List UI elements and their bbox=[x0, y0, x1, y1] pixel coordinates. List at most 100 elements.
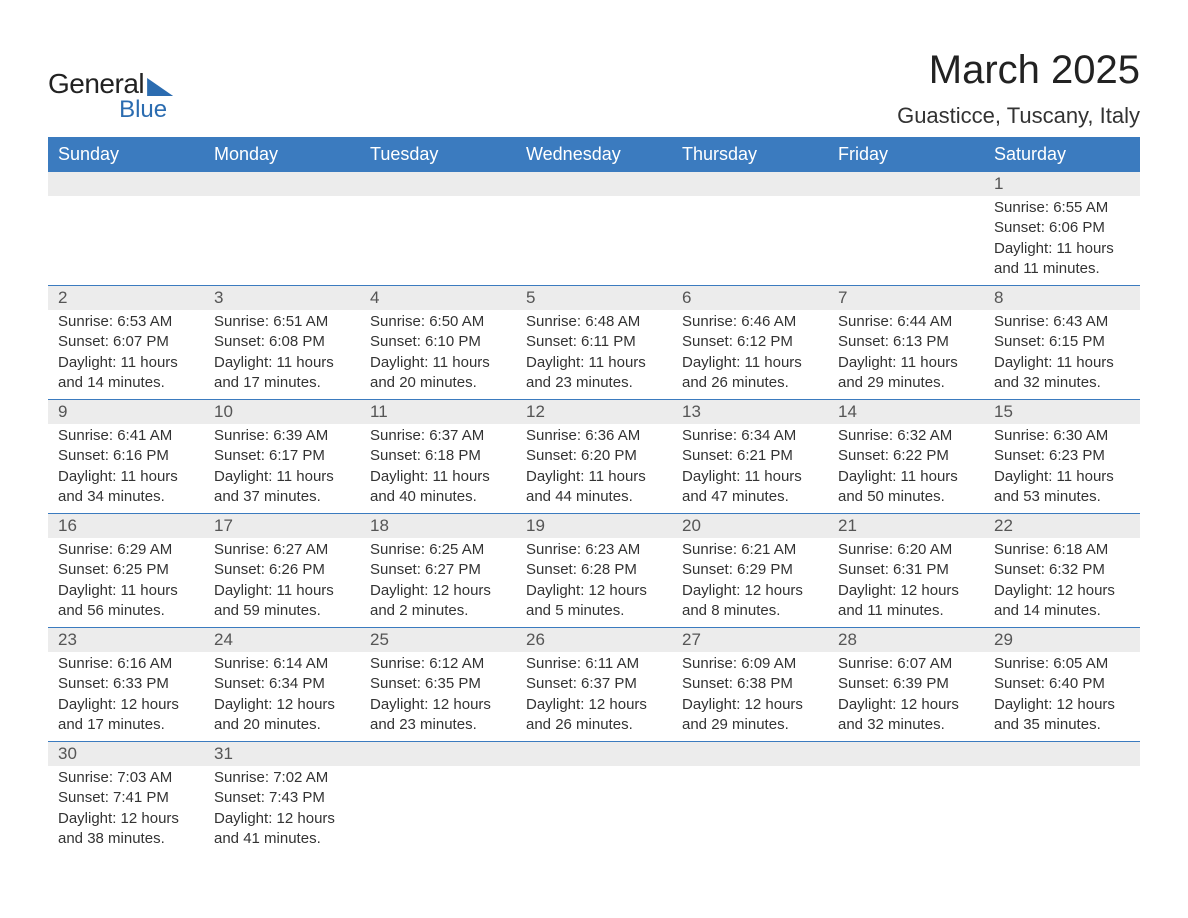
calendar-cell: Sunrise: 6:51 AMSunset: 6:08 PMDaylight:… bbox=[204, 310, 360, 399]
calendar-cell: Sunrise: 6:23 AMSunset: 6:28 PMDaylight:… bbox=[516, 538, 672, 627]
sunrise-text: Sunrise: 6:07 AM bbox=[838, 654, 974, 674]
cell-body: Sunrise: 6:51 AMSunset: 6:08 PMDaylight:… bbox=[204, 310, 360, 399]
daylight2-text: and 35 minutes. bbox=[994, 715, 1130, 735]
calendar-cell: Sunrise: 6:37 AMSunset: 6:18 PMDaylight:… bbox=[360, 424, 516, 513]
daylight2-text: and 23 minutes. bbox=[526, 373, 662, 393]
daylight1-text: Daylight: 11 hours bbox=[58, 581, 194, 601]
cell-body: Sunrise: 6:11 AMSunset: 6:37 PMDaylight:… bbox=[516, 652, 672, 741]
sunset-text: Sunset: 6:08 PM bbox=[214, 332, 350, 352]
calendar-cell: Sunrise: 6:20 AMSunset: 6:31 PMDaylight:… bbox=[828, 538, 984, 627]
sunset-text: Sunset: 6:35 PM bbox=[370, 674, 506, 694]
day-number: 22 bbox=[984, 514, 1140, 538]
sunset-text: Sunset: 7:41 PM bbox=[58, 788, 194, 808]
day-number: 4 bbox=[360, 286, 516, 310]
day-number: 3 bbox=[204, 286, 360, 310]
sunrise-text: Sunrise: 6:53 AM bbox=[58, 312, 194, 332]
daylight2-text: and 56 minutes. bbox=[58, 601, 194, 621]
daylight1-text: Daylight: 11 hours bbox=[214, 467, 350, 487]
daylight1-text: Daylight: 11 hours bbox=[214, 581, 350, 601]
calendar-cell: Sunrise: 6:39 AMSunset: 6:17 PMDaylight:… bbox=[204, 424, 360, 513]
location: Guasticce, Tuscany, Italy bbox=[897, 103, 1140, 129]
weekday-sunday: Sunday bbox=[48, 137, 204, 172]
week-daynum-strip: 16171819202122 bbox=[48, 513, 1140, 538]
sunset-text: Sunset: 6:20 PM bbox=[526, 446, 662, 466]
daylight2-text: and 34 minutes. bbox=[58, 487, 194, 507]
sunset-text: Sunset: 7:43 PM bbox=[214, 788, 350, 808]
day-number bbox=[828, 742, 984, 766]
sunrise-text: Sunrise: 6:09 AM bbox=[682, 654, 818, 674]
daylight1-text: Daylight: 11 hours bbox=[370, 353, 506, 373]
cell-body bbox=[516, 196, 672, 204]
calendar-cell: Sunrise: 6:29 AMSunset: 6:25 PMDaylight:… bbox=[48, 538, 204, 627]
cell-body: Sunrise: 6:48 AMSunset: 6:11 PMDaylight:… bbox=[516, 310, 672, 399]
daylight1-text: Daylight: 12 hours bbox=[370, 695, 506, 715]
calendar-cell: Sunrise: 6:48 AMSunset: 6:11 PMDaylight:… bbox=[516, 310, 672, 399]
daylight2-text: and 17 minutes. bbox=[214, 373, 350, 393]
week-daynum-strip: 1 bbox=[48, 172, 1140, 196]
sunrise-text: Sunrise: 6:29 AM bbox=[58, 540, 194, 560]
month-title: March 2025 bbox=[897, 48, 1140, 93]
cell-body: Sunrise: 6:41 AMSunset: 6:16 PMDaylight:… bbox=[48, 424, 204, 513]
day-number bbox=[672, 172, 828, 196]
cell-body: Sunrise: 6:53 AMSunset: 6:07 PMDaylight:… bbox=[48, 310, 204, 399]
daylight2-text: and 40 minutes. bbox=[370, 487, 506, 507]
sunrise-text: Sunrise: 6:12 AM bbox=[370, 654, 506, 674]
daylight1-text: Daylight: 12 hours bbox=[214, 695, 350, 715]
daylight1-text: Daylight: 12 hours bbox=[994, 695, 1130, 715]
day-number bbox=[360, 742, 516, 766]
daylight2-text: and 38 minutes. bbox=[58, 829, 194, 849]
cell-body: Sunrise: 6:46 AMSunset: 6:12 PMDaylight:… bbox=[672, 310, 828, 399]
day-number: 7 bbox=[828, 286, 984, 310]
cell-body: Sunrise: 6:36 AMSunset: 6:20 PMDaylight:… bbox=[516, 424, 672, 513]
cell-body bbox=[204, 196, 360, 204]
sunset-text: Sunset: 6:16 PM bbox=[58, 446, 194, 466]
sunrise-text: Sunrise: 6:34 AM bbox=[682, 426, 818, 446]
sunrise-text: Sunrise: 6:21 AM bbox=[682, 540, 818, 560]
sunset-text: Sunset: 6:33 PM bbox=[58, 674, 194, 694]
calendar-cell: Sunrise: 6:32 AMSunset: 6:22 PMDaylight:… bbox=[828, 424, 984, 513]
week-daynum-strip: 2345678 bbox=[48, 285, 1140, 310]
daylight1-text: Daylight: 12 hours bbox=[58, 695, 194, 715]
daylight1-text: Daylight: 12 hours bbox=[214, 809, 350, 829]
cell-body bbox=[828, 196, 984, 204]
daylight1-text: Daylight: 12 hours bbox=[370, 581, 506, 601]
sunset-text: Sunset: 6:39 PM bbox=[838, 674, 974, 694]
cell-body: Sunrise: 6:18 AMSunset: 6:32 PMDaylight:… bbox=[984, 538, 1140, 627]
daylight2-text: and 41 minutes. bbox=[214, 829, 350, 849]
calendar-cell: Sunrise: 6:27 AMSunset: 6:26 PMDaylight:… bbox=[204, 538, 360, 627]
cell-body bbox=[828, 766, 984, 774]
cell-body bbox=[984, 766, 1140, 774]
cell-body bbox=[516, 766, 672, 774]
cell-body: Sunrise: 6:09 AMSunset: 6:38 PMDaylight:… bbox=[672, 652, 828, 741]
day-number: 21 bbox=[828, 514, 984, 538]
sunrise-text: Sunrise: 7:03 AM bbox=[58, 768, 194, 788]
sunset-text: Sunset: 6:11 PM bbox=[526, 332, 662, 352]
calendar-cell bbox=[984, 766, 1140, 855]
day-number: 20 bbox=[672, 514, 828, 538]
calendar-cell bbox=[360, 196, 516, 285]
weekday-thursday: Thursday bbox=[672, 137, 828, 172]
calendar-cell: Sunrise: 7:03 AMSunset: 7:41 PMDaylight:… bbox=[48, 766, 204, 855]
sunrise-text: Sunrise: 6:05 AM bbox=[994, 654, 1130, 674]
day-number: 19 bbox=[516, 514, 672, 538]
daylight1-text: Daylight: 11 hours bbox=[838, 353, 974, 373]
sunrise-text: Sunrise: 7:02 AM bbox=[214, 768, 350, 788]
sunset-text: Sunset: 6:32 PM bbox=[994, 560, 1130, 580]
sunrise-text: Sunrise: 6:36 AM bbox=[526, 426, 662, 446]
day-number: 15 bbox=[984, 400, 1140, 424]
brand-logo: General Blue bbox=[48, 68, 173, 124]
cell-body: Sunrise: 6:55 AMSunset: 6:06 PMDaylight:… bbox=[984, 196, 1140, 285]
cell-body: Sunrise: 6:12 AMSunset: 6:35 PMDaylight:… bbox=[360, 652, 516, 741]
week-row: Sunrise: 6:16 AMSunset: 6:33 PMDaylight:… bbox=[48, 652, 1140, 741]
calendar-cell bbox=[516, 766, 672, 855]
cell-body bbox=[360, 196, 516, 204]
daylight2-text: and 14 minutes. bbox=[994, 601, 1130, 621]
sunset-text: Sunset: 6:06 PM bbox=[994, 218, 1130, 238]
daylight2-text: and 11 minutes. bbox=[838, 601, 974, 621]
calendar-cell: Sunrise: 6:12 AMSunset: 6:35 PMDaylight:… bbox=[360, 652, 516, 741]
sunset-text: Sunset: 6:21 PM bbox=[682, 446, 818, 466]
calendar-cell bbox=[360, 766, 516, 855]
sunrise-text: Sunrise: 6:11 AM bbox=[526, 654, 662, 674]
daylight1-text: Daylight: 12 hours bbox=[682, 581, 818, 601]
sunset-text: Sunset: 6:38 PM bbox=[682, 674, 818, 694]
